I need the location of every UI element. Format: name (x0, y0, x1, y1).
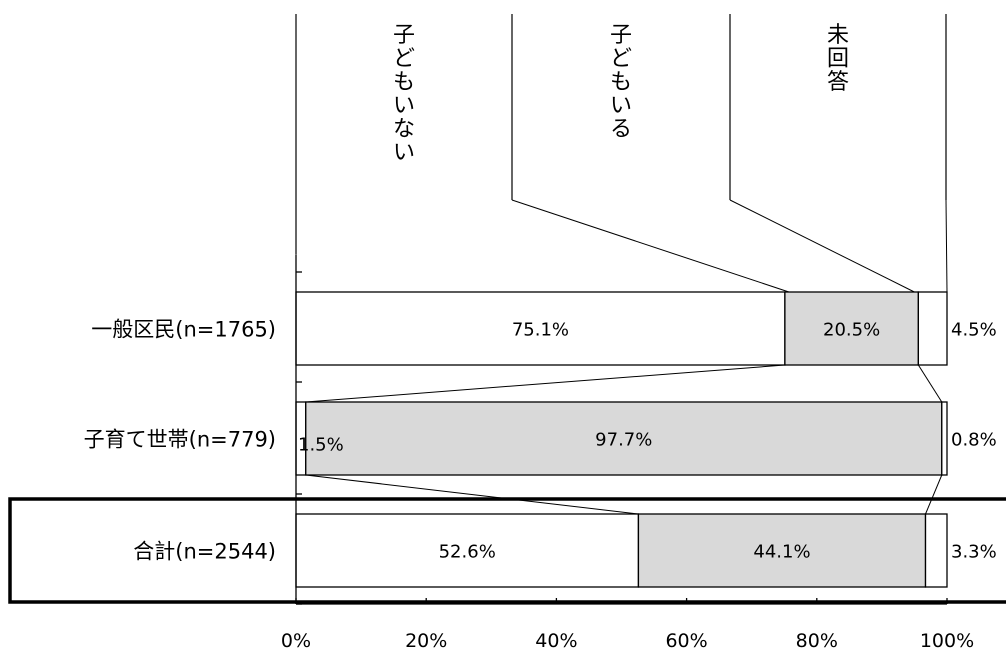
legend-label: い (393, 94, 415, 119)
legend-label: ど (393, 47, 415, 72)
bar-segment (305, 401, 943, 476)
legend-label: い (610, 94, 632, 119)
legend-label: 子 (393, 23, 415, 48)
connector-line (917, 364, 943, 403)
x-tick-label: 60% (665, 630, 707, 652)
category-label: 合計(n=2544) (133, 540, 276, 564)
legend-label: も (610, 70, 632, 95)
bar-segment (924, 513, 948, 588)
legend-leader-line (729, 199, 915, 293)
bar-segment (637, 513, 927, 588)
legend-label: も (393, 70, 415, 95)
data-label: 4.5% (951, 320, 997, 341)
legend-leader-line (511, 199, 790, 293)
legend-label: る (610, 117, 632, 142)
x-tick-label: 100% (920, 630, 974, 652)
bar-segment (784, 291, 920, 366)
bar-segment (941, 401, 948, 476)
data-label: 44.1% (753, 542, 810, 563)
x-tick-label: 20% (405, 630, 447, 652)
legend-leader-line (945, 199, 948, 293)
x-tick-label: 40% (535, 630, 577, 652)
connector-line (305, 364, 785, 403)
legend-label: 回 (827, 47, 849, 72)
data-label: 3.3% (951, 542, 997, 563)
legend-label: 答 (827, 70, 849, 95)
data-label: 20.5% (823, 320, 880, 341)
bar-segment (917, 291, 948, 366)
data-label: 75.1% (512, 320, 569, 341)
connector-line (305, 474, 639, 515)
bar-segment (295, 291, 786, 366)
category-label: 子育て世帯(n=779) (84, 428, 276, 452)
legend-label: な (393, 117, 415, 142)
data-label: 97.7% (595, 430, 652, 451)
data-label: 0.8% (951, 430, 997, 451)
data-label: 1.5% (298, 435, 344, 456)
legend-label: い (393, 141, 415, 166)
legend-label: 子 (610, 23, 632, 48)
data-label: 52.6% (439, 542, 496, 563)
connector-line (925, 474, 943, 515)
highlight-box (8, 497, 1006, 604)
x-tick-label: 80% (796, 630, 838, 652)
legend-label: ど (610, 47, 632, 72)
category-label: 一般区民(n=1765) (91, 318, 276, 342)
legend-label: 未 (827, 23, 849, 48)
x-tick-label: 0% (281, 630, 311, 652)
